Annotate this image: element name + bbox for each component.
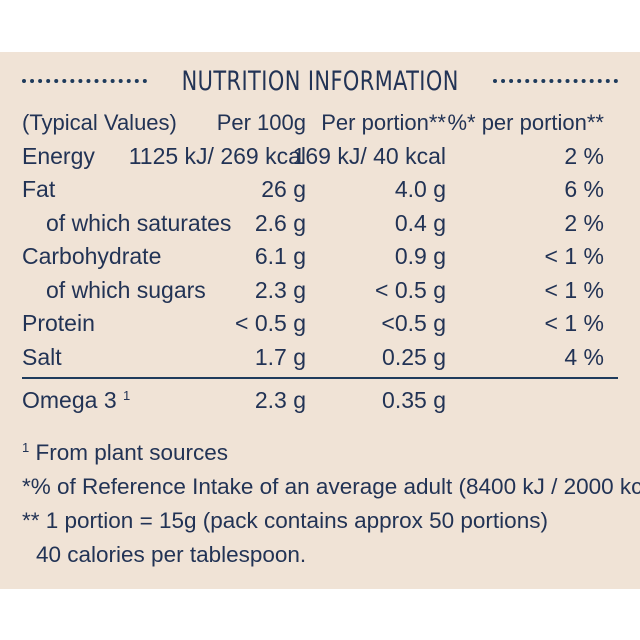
- table-row-saturates: of which saturates 2.6 g 0.4 g 2 %: [22, 207, 618, 241]
- row-ri: < 1 %: [544, 243, 604, 269]
- header-per-portion: Per portion**: [321, 110, 446, 135]
- row-per-portion: <0.5 g: [381, 310, 446, 336]
- row-label: Omega 3 1: [22, 384, 130, 418]
- row-per-100g: 2.3 g: [254, 387, 306, 413]
- footnote-plant-sources: 1 From plant sources: [22, 436, 622, 470]
- table-row-energy: Energy 1125 kJ/ 269 kcal 169 kJ/ 40 kcal…: [22, 140, 618, 174]
- row-per-portion: 4.0 g: [394, 176, 446, 202]
- nutrition-table: (Typical Values) Per 100g Per portion** …: [22, 106, 618, 418]
- row-per-100g: 26 g: [261, 176, 306, 202]
- nutrition-panel: NUTRITION INFORMATION (Typical Values) P…: [0, 52, 640, 589]
- row-per-100g: 2.6 g: [254, 209, 306, 236]
- row-per-portion: 169 kJ/ 40 kcal: [292, 142, 446, 169]
- title-bar: NUTRITION INFORMATION: [22, 65, 619, 97]
- table-row-carbohydrate: Carbohydrate 6.1 g 0.9 g < 1 %: [22, 240, 618, 274]
- row-per-portion: < 0.5 g: [375, 276, 446, 303]
- table-row-omega3: Omega 3 1 2.3 g 0.35 g: [22, 384, 618, 418]
- row-per-portion: 0.4 g: [394, 209, 446, 236]
- row-ri: 4 %: [564, 343, 604, 370]
- header-typical-values: (Typical Values): [22, 110, 177, 135]
- dotted-divider-left: [22, 79, 147, 83]
- omega-label-text: Omega 3: [22, 387, 117, 413]
- table-row-protein: Protein < 0.5 g <0.5 g < 1 %: [22, 307, 618, 341]
- row-label: of which sugars: [46, 276, 206, 303]
- footnote-text: From plant sources: [29, 440, 229, 465]
- dotted-divider-right: [493, 79, 619, 83]
- row-ri: 6 %: [564, 176, 604, 202]
- footnote-calories-per-tablespoon: 40 calories per tablespoon.: [36, 542, 307, 567]
- footnote-marker: 1: [123, 388, 131, 403]
- row-per-100g: 1125 kJ/ 269 kcal: [128, 142, 306, 169]
- footnote-reference-intake: *% of Reference Intake of an average adu…: [22, 474, 640, 499]
- table-divider: [22, 377, 618, 379]
- row-per-100g: < 0.5 g: [235, 310, 306, 336]
- row-per-portion: 0.9 g: [394, 243, 446, 269]
- footnotes: 1 From plant sources *% of Reference Int…: [22, 436, 640, 572]
- row-ri: < 1 %: [544, 310, 604, 336]
- footnote-portion-size: ** 1 portion = 15g (pack contains approx…: [22, 508, 548, 533]
- row-label: Energy: [22, 142, 95, 169]
- row-label: Carbohydrate: [22, 243, 162, 269]
- table-row-fat: Fat 26 g 4.0 g 6 %: [22, 173, 618, 207]
- row-per-100g: 2.3 g: [254, 276, 306, 303]
- table-row-salt: Salt 1.7 g 0.25 g 4 %: [22, 341, 618, 375]
- table-header-row: (Typical Values) Per 100g Per portion** …: [22, 106, 618, 140]
- header-per-100g: Per 100g: [216, 110, 306, 135]
- row-label: Fat: [22, 176, 56, 202]
- row-ri: < 1 %: [544, 276, 604, 303]
- row-per-portion: 0.25 g: [382, 343, 446, 370]
- row-label: Salt: [22, 343, 62, 370]
- table-row-sugars: of which sugars 2.3 g < 0.5 g < 1 %: [22, 274, 618, 308]
- row-per-portion: 0.35 g: [382, 387, 446, 413]
- row-per-100g: 6.1 g: [254, 243, 306, 269]
- row-per-100g: 1.7 g: [254, 343, 306, 370]
- row-label: Protein: [22, 310, 95, 336]
- row-ri: 2 %: [564, 209, 604, 236]
- panel-title: NUTRITION INFORMATION: [181, 65, 459, 97]
- footnote-marker: 1: [22, 440, 30, 455]
- row-ri: 2 %: [564, 142, 604, 169]
- header-ri-per-portion: %* per portion**: [447, 110, 604, 135]
- row-label: of which saturates: [46, 209, 232, 236]
